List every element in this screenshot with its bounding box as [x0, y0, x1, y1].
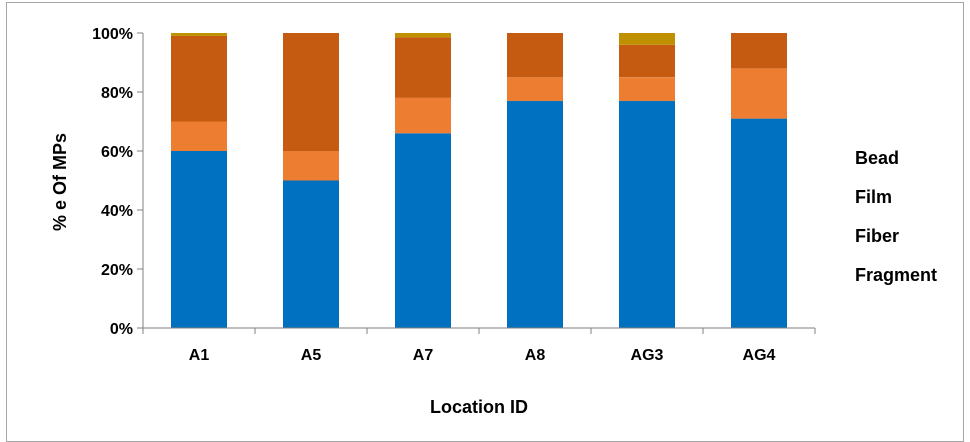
bar-fiber-a1: [171, 121, 227, 151]
bar-film-a7: [395, 37, 451, 98]
bar-fragment-ag4: [731, 118, 787, 328]
bar-fragment-a7: [395, 133, 451, 328]
bar-film-ag4: [731, 33, 787, 69]
y-ticks-group: 0% 20% 40% 60% 80% 100%: [92, 26, 143, 338]
x-tick-label: A5: [301, 347, 322, 364]
legend: Bead Film Fiber Fragment: [855, 148, 937, 285]
x-tick-label: AG4: [743, 347, 776, 364]
x-axis-title: Location ID: [430, 397, 528, 417]
y-tick-label: 20%: [101, 262, 133, 279]
y-tick-label: 60%: [101, 144, 133, 161]
x-tick-label: A8: [525, 347, 546, 364]
legend-item-fragment: Fragment: [855, 265, 937, 285]
legend-item-bead: Bead: [855, 148, 899, 168]
axes-group: [142, 33, 815, 329]
bar-bead-a1: [171, 33, 227, 36]
bar-fragment-a5: [283, 180, 339, 328]
legend-item-film: Film: [855, 187, 892, 207]
legend-item-fiber: Fiber: [855, 226, 899, 246]
bar-fiber-ag4: [731, 68, 787, 119]
x-tick-label: AG3: [631, 347, 664, 364]
stacked-bar-chart: 0% 20% 40% 60% 80% 100% A1 A5 A7 A8 AG3 AG4 Locati…: [50, 26, 937, 417]
bar-fragment-a1: [171, 151, 227, 328]
y-axis-title: % e Of MPs: [50, 133, 70, 231]
bar-fiber-a7: [395, 97, 451, 134]
x-tick-label: A7: [413, 347, 434, 364]
bar-fiber-a5: [283, 151, 339, 181]
chart-frame: [6, 2, 964, 442]
bar-bead-ag3: [619, 33, 675, 45]
bar-fiber-ag3: [619, 77, 675, 101]
bar-film-ag3: [619, 44, 675, 78]
bar-film-a8: [507, 33, 563, 78]
bar-film-a1: [171, 35, 227, 122]
bar-fragment-a8: [507, 100, 563, 328]
x-tick-label: A1: [189, 347, 210, 364]
bars-group: [171, 33, 787, 328]
bar-fragment-ag3: [619, 100, 675, 328]
y-tick-label: 80%: [101, 85, 133, 102]
y-tick-label: 40%: [101, 203, 133, 220]
y-tick-label: 100%: [92, 26, 133, 43]
bar-film-a5: [283, 33, 339, 151]
bar-bead-a7: [395, 33, 451, 38]
y-tick-label: 0%: [110, 321, 133, 338]
bar-fiber-a8: [507, 77, 563, 101]
x-ticks-group: A1 A5 A7 A8 AG3 AG4: [142, 328, 816, 364]
